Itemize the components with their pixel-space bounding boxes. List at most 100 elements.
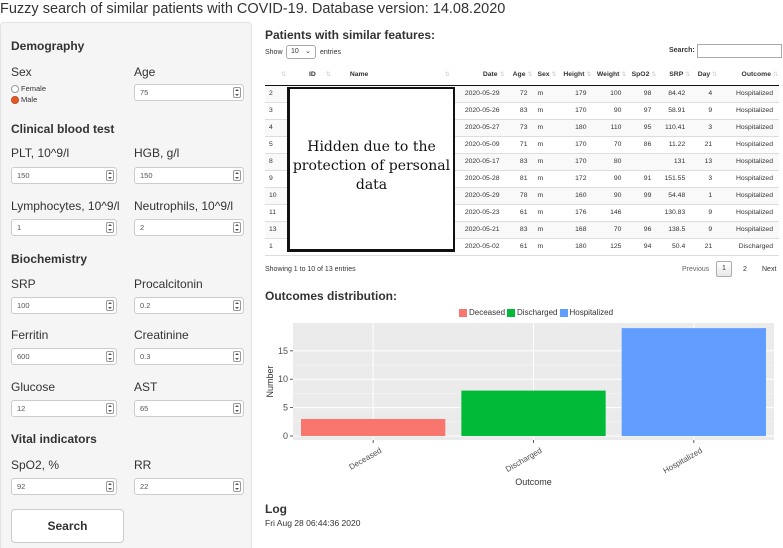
table-cell: 3 <box>691 119 719 137</box>
ast-label: AST <box>134 380 158 394</box>
page-1-button[interactable]: 1 <box>716 261 732 277</box>
column-header[interactable]: SRP <box>657 65 692 86</box>
bar-deceased <box>301 418 446 437</box>
plt-input[interactable]: 150 <box>11 167 117 184</box>
section-vital: Vital indicators <box>11 432 97 446</box>
table-cell: 168 <box>557 221 593 239</box>
table-row[interactable]: 4 2020-05-27 73 m 180 110 95 110.41 3 Hospitalize… <box>265 119 779 137</box>
table-cell: 2020-05-23 <box>450 204 506 222</box>
column-header[interactable]: Outcome <box>718 65 779 86</box>
spinner-icon[interactable] <box>106 222 114 233</box>
table-cell: 1 <box>265 238 287 256</box>
column-header[interactable]: Height <box>557 65 593 86</box>
table-cell: 110.41 <box>657 119 692 137</box>
column-header[interactable]: Date <box>450 65 506 86</box>
spinner-icon[interactable] <box>106 351 114 362</box>
column-header[interactable]: Age <box>505 65 534 86</box>
creatinine-label: Creatinine <box>134 328 189 342</box>
search-label: Search: <box>669 47 695 54</box>
ast-input[interactable]: 65 <box>134 400 244 417</box>
spinner-icon[interactable] <box>233 170 241 181</box>
table-cell: 160 <box>557 187 593 205</box>
legend-item: Hospitalized <box>559 308 613 317</box>
hgb-label: HGB, g/l <box>134 146 180 160</box>
entries-length-select[interactable]: 10 ⌄ <box>286 45 316 59</box>
table-info: Showing 1 to 10 of 13 entries <box>265 266 356 273</box>
table-cell: 91 <box>627 170 658 188</box>
age-input[interactable]: 75 <box>134 84 244 101</box>
table-cell: Discharged <box>718 238 779 256</box>
page-2-button[interactable]: 2 <box>743 266 747 273</box>
table-cell: m <box>533 102 558 120</box>
table-cell: 97 <box>627 102 658 120</box>
radio-male[interactable] <box>11 95 19 104</box>
previous-page-button[interactable]: Previous <box>682 266 710 273</box>
table-cell: 151.55 <box>657 170 692 188</box>
table-cell: m <box>533 204 558 222</box>
table-search-input[interactable] <box>697 44 782 58</box>
table-cell: 170 <box>557 102 593 120</box>
y-tick-label: 15 <box>278 346 288 356</box>
spinner-icon[interactable] <box>233 222 241 233</box>
table-cell: 9 <box>691 221 719 239</box>
spinner-icon[interactable] <box>106 403 114 414</box>
ferritin-input[interactable]: 600 <box>11 348 117 365</box>
creatinine-input[interactable]: 0.3 <box>134 348 244 365</box>
chart-legend: Deceased Discharged Hospitalized <box>459 308 615 317</box>
table-cell: 125 <box>592 238 628 256</box>
spinner-icon[interactable] <box>233 351 241 362</box>
next-page-button[interactable]: Next <box>762 266 777 273</box>
column-header[interactable]: Name <box>331 65 451 86</box>
legend-item: Discharged <box>507 308 558 317</box>
procalcitonin-input[interactable]: 0.2 <box>134 297 244 314</box>
radio-female[interactable] <box>11 84 19 93</box>
table-cell: 172 <box>557 170 593 188</box>
table-cell: 9 <box>691 102 719 120</box>
x-tick-label: Discharged <box>504 446 544 474</box>
table-cell: 70 <box>592 221 628 239</box>
column-header[interactable] <box>265 65 287 86</box>
ferritin-label: Ferritin <box>11 328 49 342</box>
neutrophils-input[interactable]: 2 <box>134 219 244 236</box>
column-header[interactable]: Sex <box>533 65 558 86</box>
table-cell: 2020-05-29 <box>450 85 506 103</box>
rr-label: RR <box>134 458 152 472</box>
bar-hospitalized <box>621 328 766 437</box>
spinner-icon[interactable] <box>106 170 114 181</box>
spinner-icon[interactable] <box>233 87 241 98</box>
column-header[interactable]: ID <box>286 65 332 86</box>
rr-input[interactable]: 22 <box>134 478 244 495</box>
table-cell: 58.91 <box>657 102 692 120</box>
table-cell: 3 <box>265 102 287 120</box>
x-tick-label: Hospitalized <box>662 446 704 476</box>
spinner-icon[interactable] <box>233 481 241 492</box>
sex-option-female[interactable]: Female <box>11 84 46 93</box>
table-cell: 86 <box>627 136 658 154</box>
column-header[interactable]: Day <box>691 65 719 86</box>
table-cell: Hospitalized <box>718 102 779 120</box>
lymphocytes-input[interactable]: 1 <box>11 219 117 236</box>
srp-input[interactable]: 100 <box>11 297 117 314</box>
table-cell: 98 <box>627 85 658 103</box>
spinner-icon[interactable] <box>106 481 114 492</box>
table-cell: 146 <box>592 204 628 222</box>
table-cell: 81 <box>505 170 534 188</box>
spinner-icon[interactable] <box>106 300 114 311</box>
table-cell: 180 <box>557 238 593 256</box>
search-button[interactable]: Search <box>11 509 124 543</box>
table-cell: 170 <box>557 153 593 171</box>
table-cell: 170 <box>557 136 593 154</box>
spinner-icon[interactable] <box>233 403 241 414</box>
table-cell: Hospitalized <box>718 119 779 137</box>
table-cell: 180 <box>557 119 593 137</box>
hgb-input[interactable]: 150 <box>134 167 244 184</box>
sex-option-male[interactable]: Male <box>11 95 37 104</box>
spinner-icon[interactable] <box>233 300 241 311</box>
column-header[interactable]: SpO2 <box>627 65 658 86</box>
table-cell: m <box>533 153 558 171</box>
glucose-input[interactable]: 12 <box>11 400 117 417</box>
column-header[interactable]: Weight <box>592 65 628 86</box>
table-cell: 78 <box>505 187 534 205</box>
table-cell: 138.5 <box>657 221 692 239</box>
spo2-input[interactable]: 92 <box>11 478 117 495</box>
